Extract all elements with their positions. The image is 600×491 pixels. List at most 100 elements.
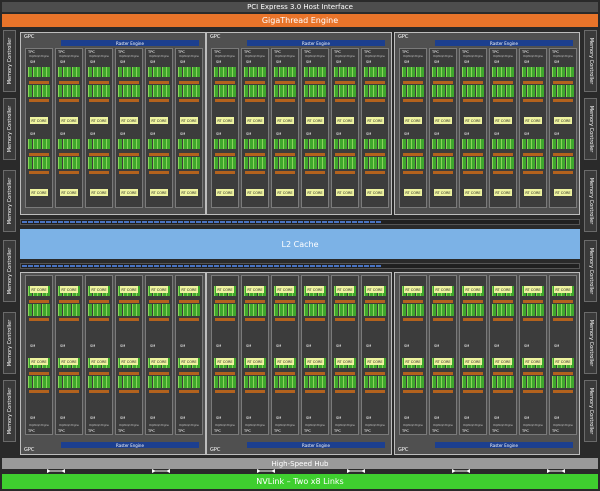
polymorph-engine: PolyMorph Engine xyxy=(59,424,79,427)
tpc: TPC PolyMorph Engine SM RT CORE SM RT CORE xyxy=(331,275,359,435)
rt-core: RT CORE xyxy=(494,358,512,365)
cuda-core xyxy=(308,376,313,388)
cuda-core xyxy=(445,67,450,77)
register-file xyxy=(119,99,139,102)
tpc: TPC PolyMorph Engine SM RT CORE SM RT CORE xyxy=(459,275,487,435)
tpc-label: TPC xyxy=(178,429,185,433)
register-file xyxy=(365,318,385,321)
cuda-core xyxy=(441,304,445,316)
memory-cell xyxy=(226,265,231,267)
cuda-core xyxy=(540,157,544,169)
cuda-core xyxy=(347,376,352,388)
cuda-core xyxy=(227,157,232,169)
cuda-cores xyxy=(58,157,80,169)
cuda-cores xyxy=(274,304,296,316)
cuda-core xyxy=(131,376,136,388)
cuda-cores xyxy=(432,304,454,316)
cuda-core xyxy=(505,376,510,388)
cuda-core xyxy=(253,67,257,77)
register-file xyxy=(59,372,79,375)
memory-cell xyxy=(22,265,27,267)
memory-cell xyxy=(352,221,357,223)
cuda-core xyxy=(67,139,71,149)
cuda-cores xyxy=(28,85,50,97)
sm-label: SM xyxy=(90,416,96,420)
register-file xyxy=(179,390,199,393)
cuda-core xyxy=(253,157,257,169)
rt-core: RT CORE xyxy=(366,358,384,365)
cuda-cores xyxy=(522,376,544,388)
cuda-core xyxy=(471,85,475,97)
cuda-core xyxy=(67,157,71,169)
register-file xyxy=(29,372,49,375)
memory-controller-label: Memory Controller xyxy=(6,387,13,435)
cuda-cores xyxy=(28,304,50,316)
cuda-core xyxy=(67,376,71,388)
register-file xyxy=(245,300,265,303)
cuda-core xyxy=(58,304,62,316)
cuda-core xyxy=(37,85,41,97)
memory-cell xyxy=(124,265,129,267)
cuda-core xyxy=(441,67,445,77)
rt-core: RT CORE xyxy=(434,286,452,293)
cuda-core xyxy=(402,157,406,169)
cuda-cores xyxy=(178,139,200,149)
cuda-core xyxy=(522,85,526,97)
rt-core: RT CORE xyxy=(30,358,48,365)
register-file xyxy=(89,153,109,156)
register-file xyxy=(275,153,295,156)
rt-core: RT CORE xyxy=(30,286,48,293)
hub-label: High-Speed Hub xyxy=(271,459,329,468)
cuda-cores xyxy=(88,139,110,149)
streaming-multiprocessor: SM RT CORE xyxy=(118,131,140,207)
tpc: TPC PolyMorph Engine SM RT CORE SM RT CORE xyxy=(361,275,389,435)
cuda-core xyxy=(157,376,161,388)
cuda-core xyxy=(373,304,377,316)
cuda-core xyxy=(441,85,445,97)
register-file xyxy=(553,81,573,84)
cuda-core xyxy=(244,85,248,97)
raster-engine: Raster Engine xyxy=(435,442,573,448)
gpc-5: GPC Raster Engine TPC PolyMorph Engine SM RT … xyxy=(206,272,392,455)
cuda-core xyxy=(436,67,441,77)
cuda-core xyxy=(122,85,127,97)
cuda-core xyxy=(317,304,322,316)
cuda-core xyxy=(127,376,131,388)
cuda-core xyxy=(522,157,526,169)
cuda-core xyxy=(510,376,514,388)
memory-cell xyxy=(208,265,213,267)
cuda-core xyxy=(450,85,454,97)
polymorph-engine: PolyMorph Engine xyxy=(245,424,265,427)
cuda-core xyxy=(510,67,514,77)
cuda-core xyxy=(526,157,531,169)
sm-label: SM xyxy=(494,132,500,136)
cuda-core xyxy=(492,67,496,77)
polymorph-engine: PolyMorph Engine xyxy=(149,55,169,58)
rt-core: RT CORE xyxy=(336,286,354,293)
cuda-core xyxy=(232,376,236,388)
cuda-core xyxy=(46,85,50,97)
memory-cell xyxy=(310,265,315,267)
cuda-core xyxy=(157,67,161,77)
rt-core: RT CORE xyxy=(276,117,294,124)
sm-label: SM xyxy=(180,132,186,136)
register-file xyxy=(215,390,235,393)
l2-cache-label: L2 Cache xyxy=(281,239,319,249)
register-file xyxy=(179,300,199,303)
nvlink-connector-icon xyxy=(255,468,277,474)
register-file xyxy=(29,81,49,84)
streaming-multiprocessor: SM RT CORE xyxy=(58,350,80,426)
rt-core: RT CORE xyxy=(336,358,354,365)
streaming-multiprocessor: SM RT CORE xyxy=(118,350,140,426)
cuda-core xyxy=(492,376,496,388)
memory-cell xyxy=(316,221,321,223)
cuda-core xyxy=(232,157,236,169)
memory-cell xyxy=(328,265,333,267)
cuda-cores xyxy=(148,139,170,149)
l2-cache: L2 Cache xyxy=(20,229,580,259)
cuda-core xyxy=(561,376,565,388)
cuda-core xyxy=(480,376,484,388)
memory-cell xyxy=(64,265,69,267)
memory-cell xyxy=(214,221,219,223)
polymorph-engine: PolyMorph Engine xyxy=(335,55,355,58)
